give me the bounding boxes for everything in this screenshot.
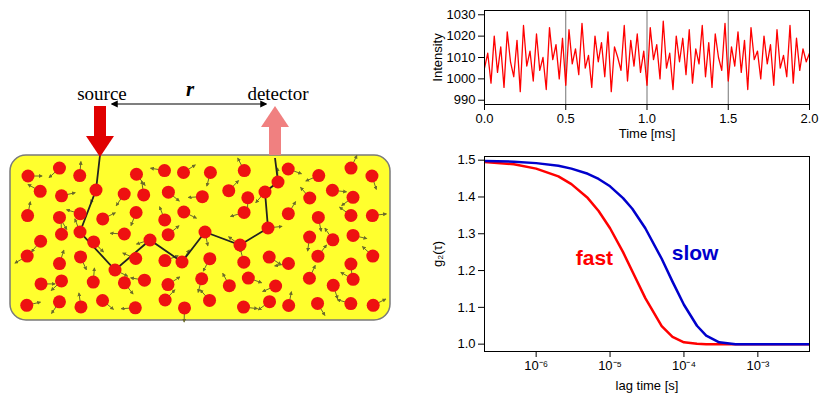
svg-text:source: source xyxy=(77,83,127,104)
svg-text:r: r xyxy=(186,77,195,101)
svg-text:1.5: 1.5 xyxy=(719,111,737,126)
svg-text:Time [ms]: Time [ms] xyxy=(619,126,676,141)
svg-text:1.0: 1.0 xyxy=(638,111,656,126)
svg-text:1.3: 1.3 xyxy=(457,226,475,241)
svg-text:slow: slow xyxy=(672,241,719,264)
svg-text:Intensity: Intensity xyxy=(430,33,445,82)
svg-text:1000: 1000 xyxy=(447,71,476,86)
svg-text:10⁻³: 10⁻³ xyxy=(746,358,769,373)
svg-text:1.2: 1.2 xyxy=(457,263,475,278)
svg-text:1020: 1020 xyxy=(447,28,476,43)
svg-text:1.5: 1.5 xyxy=(457,152,475,167)
svg-text:fast: fast xyxy=(576,246,613,269)
svg-text:lag time [s]: lag time [s] xyxy=(616,378,679,393)
svg-text:0.5: 0.5 xyxy=(557,111,575,126)
svg-text:990: 990 xyxy=(454,92,476,107)
svg-text:1.1: 1.1 xyxy=(457,300,475,315)
svg-text:1.0: 1.0 xyxy=(457,336,475,351)
svg-text:2.0: 2.0 xyxy=(800,111,818,126)
svg-text:detector: detector xyxy=(247,83,309,104)
svg-text:g₂(τ): g₂(τ) xyxy=(430,241,445,267)
svg-text:0.0: 0.0 xyxy=(475,111,493,126)
svg-text:1030: 1030 xyxy=(447,7,476,22)
svg-text:10⁻⁶: 10⁻⁶ xyxy=(524,358,548,373)
svg-text:10⁻⁴: 10⁻⁴ xyxy=(672,358,696,373)
svg-text:10⁻⁵: 10⁻⁵ xyxy=(598,358,622,373)
svg-text:1.4: 1.4 xyxy=(457,189,475,204)
svg-text:1010: 1010 xyxy=(447,50,476,65)
